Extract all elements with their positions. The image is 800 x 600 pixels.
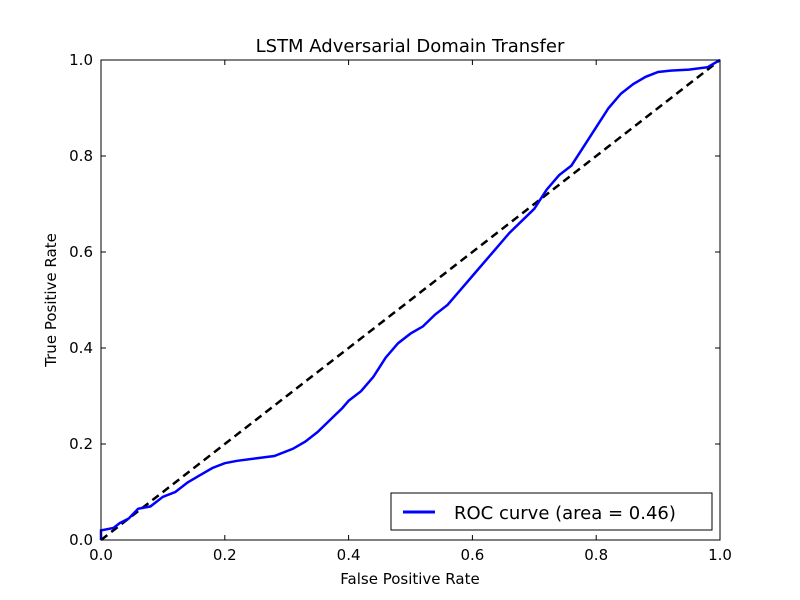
chart-title: LSTM Adversarial Domain Transfer [256,36,565,57]
legend: ROC curve (area = 0.46) [390,492,713,531]
x-tick-label: 0.0 [89,546,113,564]
plot-frame [100,59,721,541]
y-tick-label: 0.8 [69,147,93,165]
axes [100,59,721,541]
tick-group: 0.0 0.2 0.4 0.6 0.8 1.0 0.0 0.2 0.4 0.6 0.8 1.0 [69,51,732,564]
x-tick-label: 0.2 [213,546,237,564]
y-tick-label: 0.0 [69,531,93,549]
y-tick-label: 0.6 [69,243,93,261]
y-axis-label: True Positive Rate [42,233,60,368]
y-tick-label: 0.2 [69,435,93,453]
y-tick-label: 0.4 [69,339,93,357]
chance-line [100,59,721,541]
x-tick-label: 0.6 [460,546,484,564]
x-tick-label: 0.8 [584,546,608,564]
x-axis-label: False Positive Rate [340,570,479,588]
legend-entry-roc: ROC curve (area = 0.46) [454,503,676,524]
x-tick-label: 0.4 [337,546,361,564]
plot-area [99,58,721,541]
x-tick-label: 1.0 [708,546,732,564]
y-tick-label: 1.0 [69,51,93,69]
roc-curve-line [99,58,721,540]
legend-box [390,492,713,531]
